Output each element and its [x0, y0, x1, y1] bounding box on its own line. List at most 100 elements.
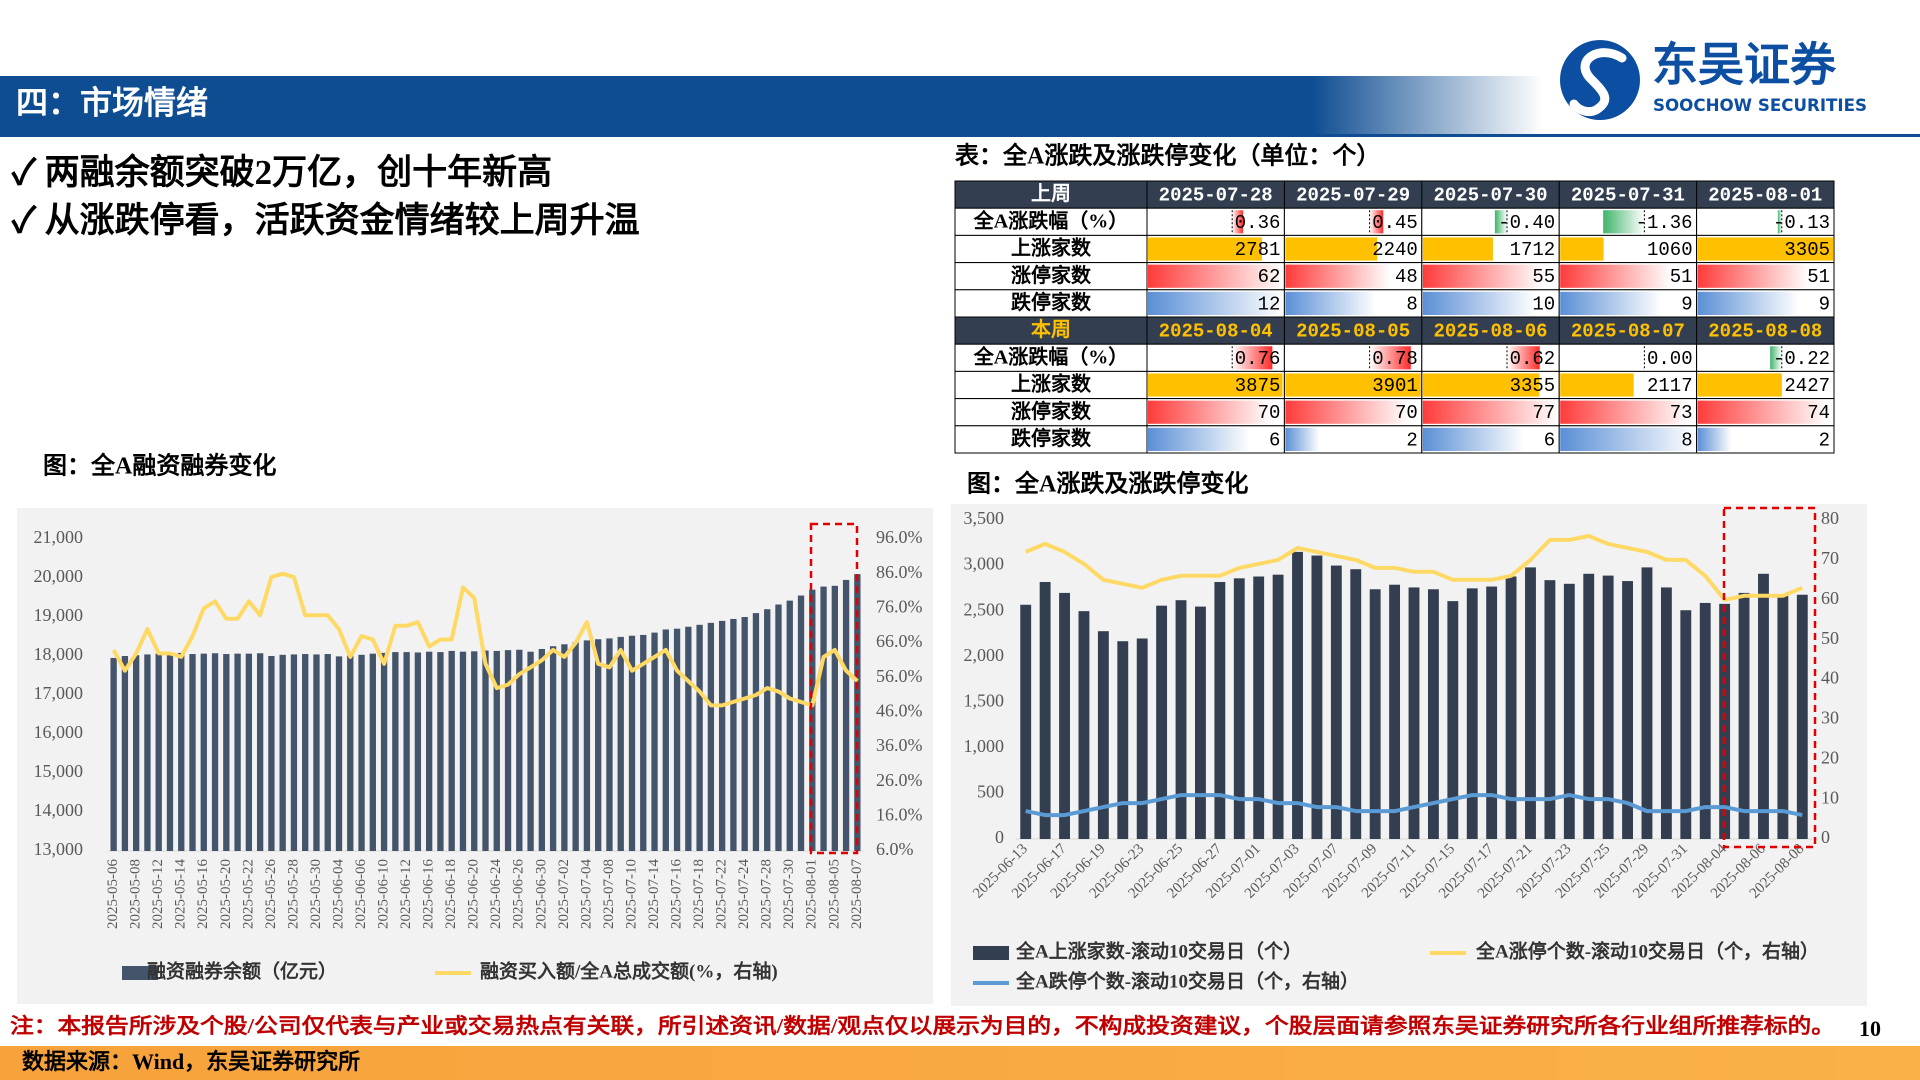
- bar: [1214, 581, 1226, 839]
- x-tick-label: 2025-06-24: [488, 859, 504, 929]
- y-tick-label: 19,000: [34, 605, 84, 625]
- legend-swatch: [122, 966, 158, 980]
- data-bar: [1148, 427, 1250, 451]
- y-tick-label: 18,000: [34, 644, 84, 664]
- bar: [516, 649, 523, 851]
- bar: [1408, 587, 1420, 839]
- bar: [718, 620, 726, 851]
- row-label: 上涨家数: [1011, 236, 1092, 260]
- y2-tick-label: 6.0%: [876, 839, 914, 859]
- bar: [166, 653, 174, 851]
- line: [1024, 534, 1804, 602]
- bar: [1660, 587, 1672, 839]
- section-title: 四：市场情绪: [16, 84, 208, 120]
- bar: [549, 646, 557, 851]
- row-label-cell: [954, 370, 1148, 400]
- x-tick-label: 2025-05-30: [308, 859, 324, 929]
- legend-label: 融资融券余额（亿元）: [147, 959, 337, 982]
- x-tick-label: 2025-05-06: [105, 859, 121, 929]
- data-bar: [1369, 346, 1411, 370]
- bar: [1233, 578, 1245, 839]
- bar: [200, 653, 207, 851]
- bar: [347, 655, 354, 851]
- cell-value: 8: [1406, 293, 1417, 315]
- cell: [1146, 207, 1285, 236]
- bar: [617, 636, 624, 851]
- bar: [640, 634, 647, 851]
- header-cell: 上周: [1031, 182, 1071, 205]
- bar: [1466, 588, 1478, 839]
- header-cell: 2025-07-30: [1433, 185, 1547, 207]
- bar: [290, 654, 298, 851]
- bar: [696, 624, 703, 851]
- y-tick-label: 3,000: [964, 554, 1005, 574]
- bar: [730, 618, 737, 851]
- bar: [1777, 594, 1789, 839]
- bar: [313, 654, 320, 851]
- data-bar: [1697, 427, 1732, 451]
- data-bar: [1148, 237, 1262, 261]
- data-bar: [1422, 264, 1543, 288]
- bar: [820, 586, 827, 851]
- cell-value: 3901: [1372, 375, 1418, 397]
- data-bar: [1603, 210, 1645, 234]
- x-tick-label: 2025-06-16: [421, 859, 437, 929]
- bar: [595, 639, 602, 851]
- cell-value: 10: [1532, 293, 1555, 315]
- x-tick-label: 2025-06-06: [353, 859, 369, 929]
- cell-value: -0.22: [1773, 348, 1830, 370]
- logo-cn: 东吴证券: [1652, 38, 1837, 92]
- bar: [1758, 573, 1769, 839]
- bar: [437, 652, 444, 851]
- data-bar: [1285, 291, 1376, 315]
- x-tick-label: 2025-06-10: [376, 859, 392, 929]
- legend-label: 融资买入额/全A总成交额(%，右轴): [480, 959, 778, 982]
- x-tick-label: 2025-06-12: [398, 859, 414, 929]
- cell-value: 74: [1807, 402, 1830, 424]
- y2-tick-label: 16.0%: [876, 804, 923, 824]
- line: [111, 571, 859, 708]
- bar: [403, 652, 410, 851]
- row-label-cell: [954, 207, 1148, 236]
- y-tick-label: 14,000: [34, 800, 84, 820]
- cell-value: 0.76: [1235, 348, 1281, 370]
- highlight-box: [1722, 506, 1817, 849]
- cell-value: 9: [1681, 293, 1692, 315]
- row-label-cell: [954, 234, 1148, 264]
- bar: [1622, 581, 1633, 839]
- header-cell: 2025-08-05: [1296, 321, 1410, 343]
- bar: [1117, 641, 1129, 839]
- header-cell: 2025-07-28: [1159, 185, 1273, 207]
- data-bar: [1422, 291, 1536, 315]
- cell-value: 70: [1395, 402, 1418, 424]
- cell-value: 2427: [1784, 375, 1830, 397]
- bar: [1311, 555, 1323, 839]
- bar: [335, 656, 343, 851]
- x-tick-label: 2025-06-26: [511, 859, 527, 929]
- row-label-cell: [954, 289, 1148, 318]
- x-tick-label: 2025-05-08: [128, 859, 144, 929]
- y2-tick-label: 70: [1821, 548, 1839, 568]
- bar: [764, 609, 771, 851]
- bar: [831, 585, 838, 851]
- data-bar: [1697, 373, 1782, 397]
- table-title: 表：全A涨跌及涨跌停变化（单位：个）: [955, 142, 1380, 170]
- y2-tick-label: 60: [1821, 588, 1839, 608]
- x-tick-label: 2025-07-02: [556, 859, 572, 929]
- header-cell: 2025-08-08: [1708, 321, 1822, 343]
- data-bar: [1285, 373, 1421, 397]
- data-bar: [1285, 237, 1378, 261]
- bar: [842, 579, 850, 851]
- bar: [144, 654, 151, 851]
- cell-value: 73: [1670, 402, 1693, 424]
- data-bar: [1285, 264, 1391, 288]
- bar: [256, 653, 264, 851]
- data-bar: [1369, 210, 1384, 234]
- bar: [1563, 583, 1575, 839]
- cell-value: 51: [1807, 266, 1830, 288]
- cell-value: -1.36: [1636, 212, 1693, 234]
- row-label: 涨停家数: [1011, 263, 1092, 287]
- data-bar: [1422, 373, 1540, 397]
- y-tick-label: 500: [977, 782, 1004, 802]
- data-bar: [1422, 400, 1559, 424]
